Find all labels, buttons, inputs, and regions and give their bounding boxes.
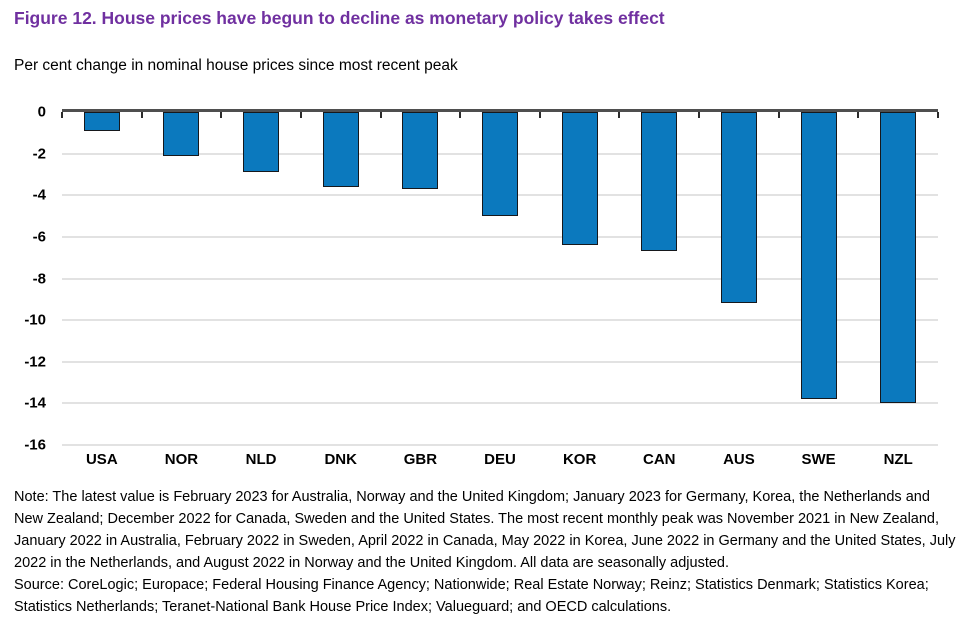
x-category-label: AUS — [723, 451, 755, 468]
bar-can — [641, 112, 678, 252]
y-tick-label: -10 — [24, 311, 46, 329]
x-category-label: SWE — [801, 451, 836, 468]
footnotes: Note: The latest value is February 2023 … — [14, 486, 962, 618]
gridline — [62, 360, 938, 363]
bar-nld — [243, 112, 280, 173]
x-axis-tick — [61, 112, 63, 118]
figure-subtitle: Per cent change in nominal house prices … — [14, 57, 458, 74]
bar-chart: 0 -2 -4 -6 -8 -10 -12 -14 -16 USA NOR NLD DNK GBR DEU… — [0, 105, 939, 471]
x-axis-tick — [618, 112, 621, 118]
x-category-label: NOR — [164, 451, 199, 468]
bar-swe — [800, 112, 837, 400]
x-axis-tick — [698, 112, 701, 118]
x-axis-tick — [220, 112, 223, 118]
gridline — [62, 235, 938, 238]
source-text: Source: CoreLogic; Europace; Federal Hou… — [14, 577, 929, 615]
bar-nor — [163, 112, 200, 156]
x-axis-tick — [299, 112, 302, 118]
plot-area — [61, 109, 939, 446]
x-category-label: CAN — [643, 451, 676, 468]
bar-nzl — [880, 112, 917, 404]
x-category-label: USA — [85, 451, 118, 468]
x-axis-tick — [379, 112, 382, 118]
y-axis: 0 -2 -4 -6 -8 -10 -12 -14 -16 — [0, 105, 52, 453]
y-tick-label: -6 — [32, 228, 46, 246]
y-tick-label: 0 — [37, 103, 46, 121]
bar-deu — [482, 112, 518, 217]
gridline — [62, 402, 938, 405]
bar-gbr — [402, 112, 439, 189]
x-category-label: DEU — [484, 451, 516, 468]
bar-dnk — [322, 112, 359, 187]
bar-aus — [720, 112, 757, 304]
gridline — [62, 319, 938, 322]
y-tick-label: -8 — [32, 270, 46, 287]
x-axis-tick — [857, 112, 860, 118]
y-tick-label: -4 — [32, 186, 46, 204]
x-axis-tick — [937, 112, 939, 118]
x-category-label: NZL — [883, 451, 913, 468]
y-tick-label: -14 — [24, 394, 46, 412]
figure-title: Figure 12. House prices have begun to de… — [14, 8, 665, 28]
x-axis-tick — [459, 112, 462, 118]
x-category-label: DNK — [324, 451, 357, 468]
x-axis-tick — [140, 112, 143, 118]
x-axis: USA NOR NLD DNK GBR DEU KOR CAN AUS SWE NZL — [62, 451, 938, 471]
y-tick-label: -2 — [32, 145, 46, 163]
gridline — [62, 444, 938, 446]
x-category-label: KOR — [562, 451, 597, 468]
x-category-label: GBR — [403, 451, 438, 468]
x-category-label: NLD — [245, 451, 277, 468]
zero-axis-line — [62, 109, 938, 112]
y-tick-label: -16 — [24, 436, 46, 454]
bar-kor — [561, 112, 598, 246]
note-text: Note: The latest value is February 2023 … — [14, 489, 956, 571]
gridline — [62, 277, 938, 280]
y-tick-label: -12 — [24, 353, 46, 371]
bar-usa — [83, 112, 120, 131]
x-axis-tick — [777, 112, 780, 118]
x-axis-tick — [538, 112, 541, 118]
